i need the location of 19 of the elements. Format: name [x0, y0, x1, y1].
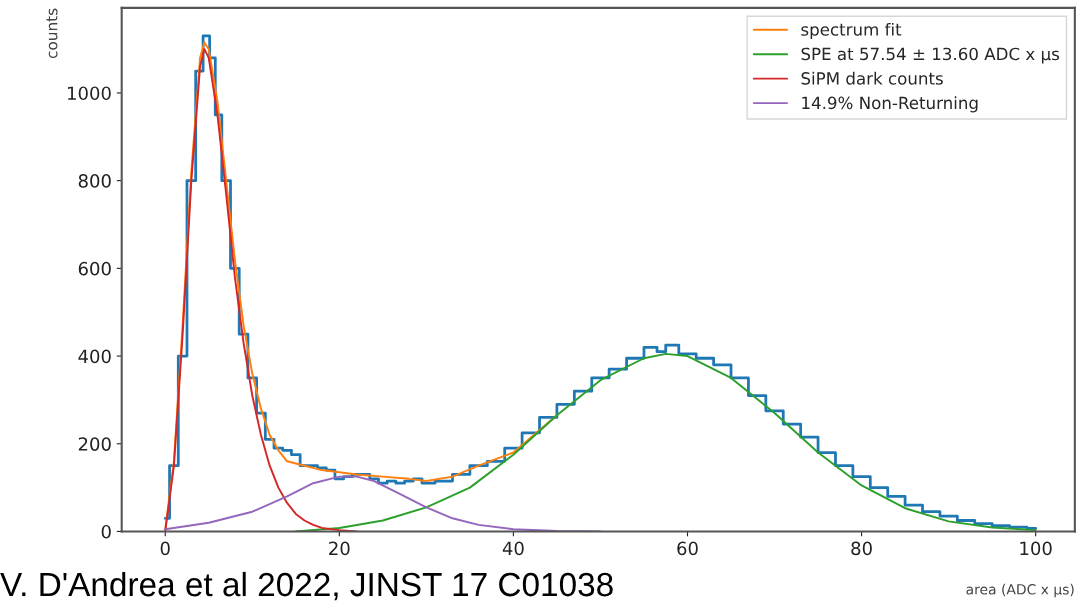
y-tick-label: 200 [78, 437, 111, 451]
y-tick-label: 400 [78, 349, 111, 364]
legend-label: 14.9% Non-Returning [802, 96, 978, 113]
y-axis-title: counts [46, 8, 58, 59]
legend-label: spectrum fit [801, 22, 902, 40]
legend-label: SPE at 57.54 ± 13.60 ADC x μs [801, 47, 1060, 64]
x-axis-title: area (ADC x μs) [966, 583, 1074, 598]
legend-label: SiPM dark counts [801, 71, 943, 85]
y-tick-label: 800 [78, 174, 111, 188]
x-tick-label: 0 [160, 541, 170, 556]
x-tick-label: 80 [851, 541, 872, 556]
y-tick-label: 1000 [68, 86, 111, 101]
x-tick-label: 60 [677, 541, 698, 556]
x-tick-label: 40 [502, 541, 524, 556]
y-tick-label: 600 [78, 261, 111, 276]
x-tick-label: 20 [329, 541, 350, 556]
y-tick-label: 0 [101, 524, 111, 539]
x-tick-label: 100 [1020, 541, 1052, 556]
text: V. D'Andrea et al 2022, JINST 17 C01038 [0, 571, 613, 601]
